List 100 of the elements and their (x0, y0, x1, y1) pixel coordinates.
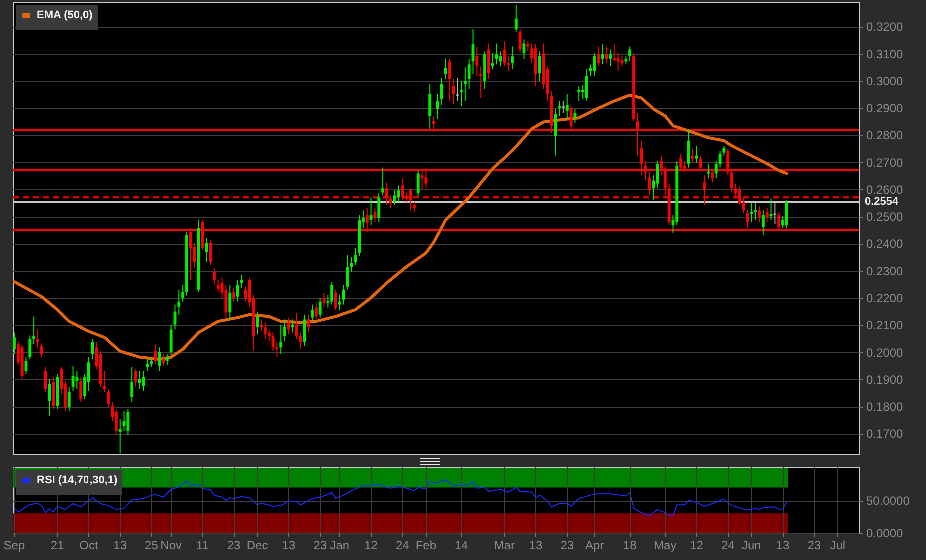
candlestick (526, 41, 530, 52)
candlestick (574, 108, 577, 124)
candlestick (134, 368, 138, 388)
candlestick (209, 240, 212, 266)
x-tick-label: Mar (494, 538, 515, 552)
candlestick (562, 100, 565, 114)
candlestick (750, 203, 754, 224)
candlestick (205, 238, 208, 263)
legend-label: EMA (50,0) (37, 10, 94, 22)
candlestick (518, 29, 522, 54)
candlestick (284, 319, 287, 342)
candlestick (91, 339, 94, 360)
candlestick (280, 324, 283, 355)
candlestick (330, 281, 334, 306)
candlestick (487, 43, 490, 80)
candlestick (514, 4, 518, 32)
y-tick-label: 0.2800 (866, 128, 904, 143)
candlestick (68, 386, 71, 412)
candlestick (28, 335, 32, 360)
candlestick (612, 44, 616, 62)
y-tick-label: 0.3200 (866, 20, 904, 34)
candlestick (13, 332, 16, 355)
candlestick (585, 69, 588, 102)
candlestick (303, 314, 306, 348)
x-tick-label: 12 (364, 538, 378, 552)
candlestick (72, 366, 75, 392)
x-tick-label: 12 (690, 538, 704, 552)
candlestick (32, 316, 36, 346)
candlestick (170, 324, 173, 356)
candlestick (126, 408, 130, 436)
x-tick-label: 25 (145, 538, 159, 552)
candlestick (609, 49, 612, 68)
candlestick (44, 366, 48, 393)
x-tick-label: 23 (560, 538, 574, 552)
candlestick (212, 268, 216, 286)
candlestick (491, 53, 494, 70)
y-tick-label: 0.1900 (866, 372, 904, 387)
y-tick-label: 0.2500 (866, 210, 904, 224)
candlestick (538, 51, 542, 82)
y-tick-label: 0.3100 (866, 47, 904, 62)
x-tick-label: Nov (160, 538, 182, 552)
y-tick-label: 0.2700 (866, 156, 904, 170)
ref-line-label: 0.2554 (865, 196, 900, 208)
y-tick-label: 0.2000 (866, 346, 904, 360)
candlestick (480, 66, 483, 99)
candlestick (412, 202, 416, 214)
y-tick-label: 0.2300 (866, 264, 904, 278)
legend-label: RSI (14,70,30,1) (37, 474, 118, 486)
candlestick (287, 317, 290, 336)
candlestick (232, 287, 236, 302)
candlestick (758, 206, 761, 224)
candlestick (503, 41, 506, 68)
candlestick (593, 53, 596, 77)
candlestick (628, 46, 632, 62)
candlestick (558, 100, 561, 117)
y-tick-label: 0.1700 (866, 427, 904, 442)
candlestick (40, 343, 44, 358)
candlestick (436, 94, 440, 120)
y-tick-label: 0.2100 (866, 318, 904, 333)
x-tick-label: 14 (454, 538, 468, 552)
x-tick-label: 24 (396, 538, 410, 552)
candlestick (314, 302, 318, 320)
candlestick (130, 366, 134, 403)
candlestick (260, 319, 263, 332)
candlestick (166, 354, 169, 366)
y-tick-label: 0.0000 (866, 526, 904, 540)
candlestick (452, 78, 456, 105)
x-tick-label: Apr (585, 538, 604, 552)
candlestick (774, 203, 777, 225)
x-tick-label: 18 (623, 538, 638, 552)
candlestick (114, 408, 118, 434)
x-tick-label: Sep (4, 538, 26, 552)
candlestick (146, 359, 150, 372)
x-tick-label: 23 (314, 538, 328, 552)
candlestick (440, 78, 444, 106)
candlestick (36, 329, 40, 348)
candlestick (554, 108, 558, 156)
candlestick (182, 284, 185, 302)
x-tick-label: Oct (80, 538, 99, 552)
candlestick (507, 56, 510, 72)
candlestick (158, 347, 162, 372)
candlestick (307, 314, 310, 334)
x-tick-label: Jun (742, 538, 762, 552)
candlestick (691, 148, 694, 164)
candlestick (382, 167, 385, 196)
candlestick (754, 203, 758, 221)
candlestick (762, 210, 765, 236)
candlestick (476, 46, 479, 78)
x-tick-label: 13 (776, 538, 790, 552)
y-tick-label: 0.2600 (866, 182, 904, 197)
y-tick-label: 0.1800 (866, 400, 904, 414)
x-tick-label: 24 (721, 538, 736, 552)
candlestick (510, 46, 514, 70)
candlestick (318, 298, 322, 318)
y-tick-label: 0.2400 (866, 237, 904, 252)
candlestick (338, 294, 342, 310)
candlestick (464, 67, 467, 102)
candlestick (178, 289, 181, 316)
candlestick (566, 94, 569, 120)
candlestick (138, 370, 142, 390)
